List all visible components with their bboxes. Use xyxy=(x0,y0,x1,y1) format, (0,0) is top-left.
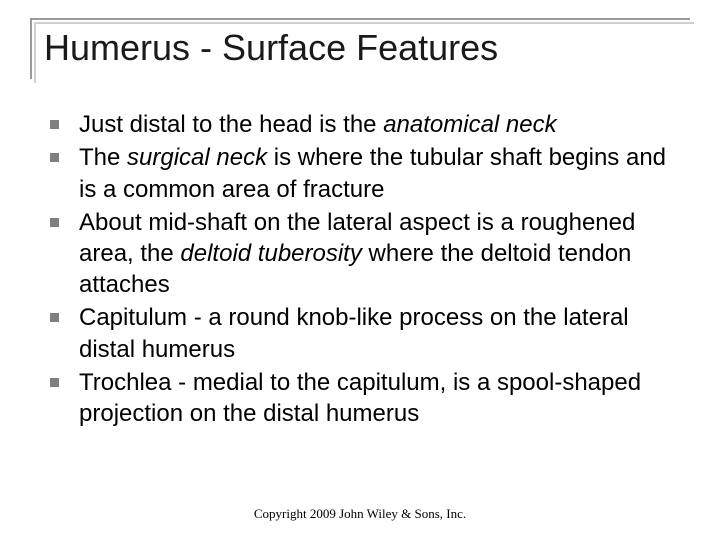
square-bullet-icon xyxy=(50,120,59,129)
bullet-list: Just distal to the head is the anatomica… xyxy=(30,109,690,429)
list-item-text: About mid-shaft on the lateral aspect is… xyxy=(79,207,680,301)
list-item: Trochlea - medial to the capitulum, is a… xyxy=(50,367,680,429)
list-item-text: Capitulum - a round knob-like process on… xyxy=(79,302,680,364)
slide: Humerus - Surface Features Just distal t… xyxy=(0,0,720,540)
square-bullet-icon xyxy=(50,153,59,162)
copyright-footer: Copyright 2009 John Wiley & Sons, Inc. xyxy=(0,506,720,522)
list-item: The surgical neck is where the tubular s… xyxy=(50,142,680,204)
slide-title: Humerus - Surface Features xyxy=(40,26,690,69)
list-item: Just distal to the head is the anatomica… xyxy=(50,109,680,140)
list-item: Capitulum - a round knob-like process on… xyxy=(50,302,680,364)
square-bullet-icon xyxy=(50,378,59,387)
list-item-text: Trochlea - medial to the capitulum, is a… xyxy=(79,367,680,429)
square-bullet-icon xyxy=(50,218,59,227)
list-item-text: The surgical neck is where the tubular s… xyxy=(79,142,680,204)
list-item-text: Just distal to the head is the anatomica… xyxy=(79,109,680,140)
list-item: About mid-shaft on the lateral aspect is… xyxy=(50,207,680,301)
title-container: Humerus - Surface Features xyxy=(30,18,690,69)
square-bullet-icon xyxy=(50,313,59,322)
